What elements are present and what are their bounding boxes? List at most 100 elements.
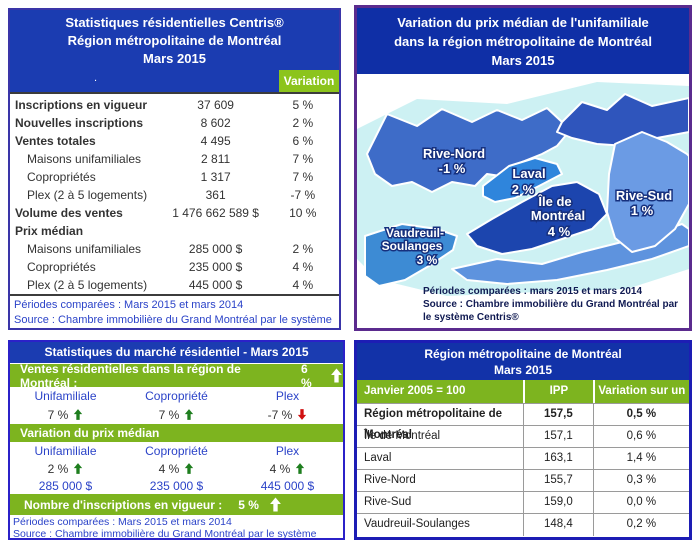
table-row: Maisons unifamiliales 285 000 $ 2 % bbox=[10, 240, 339, 258]
table-row: Plex (2 à 5 logements) 361 -7 % bbox=[10, 186, 339, 204]
listings-summary-bar: Nombre d'inscriptions en vigueur : 5 % bbox=[10, 494, 343, 515]
variation-cell: 7 % bbox=[10, 408, 121, 422]
map-footer: Périodes comparées : mars 2015 et mars 2… bbox=[423, 285, 689, 324]
table-row: Copropriétés 1 317 7 % bbox=[10, 168, 339, 186]
ipp-table-header: Janvier 2005 = 100 IPP composé Variation… bbox=[357, 380, 689, 420]
variation-value: 1,4 % bbox=[592, 448, 689, 470]
panel-residential-stats: Statistiques résidentielles Centris® Rég… bbox=[8, 8, 341, 330]
sales-category-headers: Unifamiliale Copropriété Plex bbox=[10, 387, 343, 405]
sales-variation-row: 7 % 7 % -7 % bbox=[10, 405, 343, 424]
market-panel-title: Statistiques du marché résidentiel - Mar… bbox=[10, 342, 343, 363]
ipp-value: 148,4 bbox=[523, 514, 593, 536]
variation-value: 7 % bbox=[158, 407, 180, 422]
table-row: Copropriétés 235 000 $ 4 % bbox=[10, 258, 339, 276]
periods-note: Périodes comparées : Mars 2015 et mars 2… bbox=[14, 299, 244, 311]
table-row: Ventes totales 4 495 6 % bbox=[10, 132, 339, 150]
row-label: Maisons unifamiliales bbox=[27, 242, 142, 256]
map-value-rive-sud: 1 % bbox=[631, 203, 654, 218]
ipp-value: 159,0 bbox=[523, 492, 593, 514]
row-label: Volume des ventes bbox=[15, 206, 123, 220]
ipp-panel-title: Région métropolitaine de Montréal Mars 2… bbox=[357, 343, 689, 380]
map-value-rive-nord: -1 % bbox=[439, 161, 466, 176]
row-variation: 7 % bbox=[292, 152, 314, 166]
table-row: Nouvelles inscriptions 8 602 2 % bbox=[10, 114, 339, 132]
row-value: 361 bbox=[205, 188, 226, 202]
source-note: Source : Chambre immobilière du Grand Mo… bbox=[14, 314, 332, 326]
ipp-value: 157,5 bbox=[523, 404, 593, 426]
row-variation: 4 % bbox=[292, 278, 314, 292]
divider bbox=[10, 294, 339, 296]
down-arrow-icon bbox=[298, 409, 307, 420]
row-label: Maisons unifamiliales bbox=[27, 152, 142, 166]
map-label-vaudreuil-2: Soulanges bbox=[382, 239, 443, 253]
row-value: 8 602 bbox=[200, 116, 231, 130]
variation-value: 0,2 % bbox=[592, 514, 689, 536]
row-label: Inscriptions en vigueur bbox=[15, 98, 148, 112]
map-value-vaudreuil: 3 % bbox=[417, 253, 438, 267]
variation-value: 4 % bbox=[269, 461, 291, 476]
row-label: Plex (2 à 5 logements) bbox=[27, 278, 148, 292]
median-category-headers: Unifamiliale Copropriété Plex bbox=[10, 442, 343, 460]
title-line-3: Mars 2015 bbox=[491, 53, 555, 68]
row-variation: 7 % bbox=[292, 170, 314, 184]
variation-value: 0,3 % bbox=[592, 470, 689, 492]
ipp-value: 157,1 bbox=[523, 426, 593, 448]
price-value: 235 000 $ bbox=[149, 478, 204, 493]
column-header: IPP composé bbox=[523, 380, 593, 420]
sales-bar-value: 6 % bbox=[300, 361, 312, 390]
table-row: Inscriptions en vigueur 37 609 5 % bbox=[10, 96, 339, 114]
region-vaudreuil-soulanges-shape bbox=[364, 223, 458, 287]
row-variation: 4 % bbox=[292, 260, 314, 274]
region-ile-de-montreal-shape bbox=[466, 181, 608, 255]
table-row: Maisons unifamiliales 2 811 7 % bbox=[10, 150, 339, 168]
region-name: Laval bbox=[364, 452, 392, 464]
region-name: Vaudreuil-Soulanges bbox=[364, 518, 470, 530]
residential-footer: Périodes comparées : Mars 2015 et mars 2… bbox=[10, 296, 339, 328]
title-line-1: Variation du prix médian de l'unifamilia… bbox=[397, 15, 649, 30]
region-name: Île de Montréal bbox=[364, 430, 441, 442]
variation-column-header: Variation bbox=[279, 70, 339, 92]
median-bar-label: Variation du prix médian bbox=[20, 426, 160, 440]
row-value: 2 811 bbox=[201, 152, 231, 166]
category-label: Unifamiliale bbox=[34, 389, 97, 403]
category-label: Copropriété bbox=[145, 389, 208, 403]
up-arrow-icon bbox=[269, 497, 282, 512]
row-variation: 6 % bbox=[292, 134, 314, 148]
variation-value: 0,0 % bbox=[592, 492, 689, 514]
row-label: Ventes totales bbox=[15, 134, 96, 148]
row-label: Prix médian bbox=[15, 224, 84, 238]
title-line-2: Mars 2015 bbox=[493, 363, 553, 377]
source-note: Source : Chambre immobilière du Grand Mo… bbox=[423, 299, 679, 323]
variation-cell: 4 % bbox=[121, 462, 232, 476]
region-name: Région métropolitaine de Montréal bbox=[364, 408, 503, 441]
band-dot: . bbox=[94, 72, 98, 84]
table-row: Laval 163,1 1,4 % bbox=[357, 447, 689, 470]
map-label-laval: Laval bbox=[512, 166, 545, 181]
region-rive-sud-west-shape bbox=[451, 223, 689, 285]
up-arrow-icon bbox=[185, 463, 194, 474]
row-value: 1 476 662 589 $ bbox=[172, 206, 259, 220]
table-row: Prix médian bbox=[10, 222, 339, 240]
map-label-ile-de-montreal-2: Montréal bbox=[531, 208, 585, 223]
row-label: Nouvelles inscriptions bbox=[15, 116, 144, 130]
panel-ipp-table: Région métropolitaine de Montréal Mars 2… bbox=[354, 340, 692, 540]
row-value: 1 317 bbox=[200, 170, 231, 184]
variation-value: 0,6 % bbox=[592, 426, 689, 448]
title-line-1: Région métropolitaine de Montréal bbox=[424, 347, 622, 361]
variation-value: 2 % bbox=[47, 461, 69, 476]
column-header: Variation sur un an bbox=[592, 380, 689, 420]
map-label-ile-de-montreal-1: Île de bbox=[537, 194, 571, 209]
listings-bar-value: 5 % bbox=[238, 497, 259, 512]
table-row: Région métropolitaine de Montréal 157,5 … bbox=[357, 403, 689, 441]
divider bbox=[10, 92, 339, 94]
map-label-vaudreuil-1: Vaudreuil- bbox=[386, 226, 444, 240]
row-variation: -7 % bbox=[290, 188, 316, 202]
table-row: Volume des ventes 1 476 662 589 $ 10 % bbox=[10, 204, 339, 222]
row-label: Copropriétés bbox=[27, 260, 96, 274]
row-label: Plex (2 à 5 logements) bbox=[27, 188, 148, 202]
row-variation: 5 % bbox=[292, 98, 314, 112]
variation-value: 4 % bbox=[158, 461, 180, 476]
region-name: Rive-Nord bbox=[364, 474, 416, 486]
panel-market-stats: Statistiques du marché résidentiel - Mar… bbox=[8, 340, 345, 540]
